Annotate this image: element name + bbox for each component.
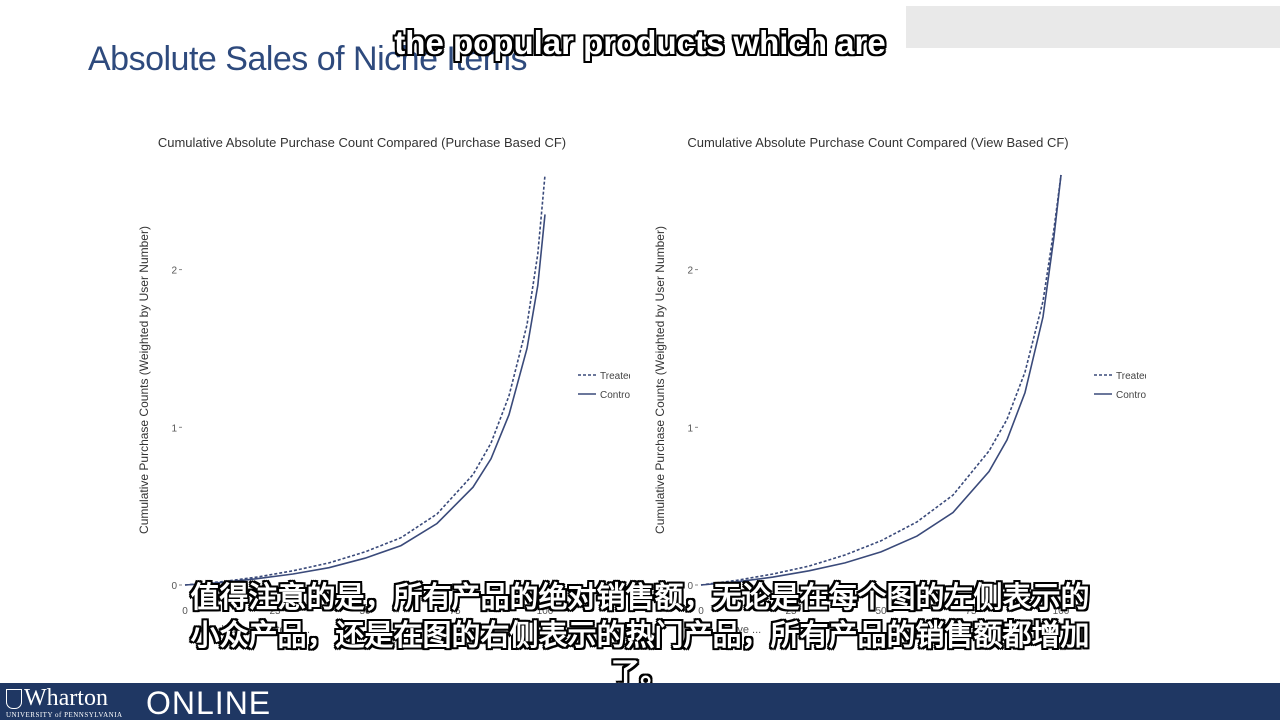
- chart-left-svg: Cumulative Absolute Purchase Count Compa…: [137, 135, 634, 636]
- y-tick-label: 0: [171, 581, 177, 592]
- slide-title: Absolute Sales of Niche Items: [88, 40, 528, 78]
- series-line-treated: [184, 174, 546, 586]
- footer-bar: Wharton UNIVERSITY of PENNSYLVANIA ONLIN…: [0, 683, 1280, 721]
- x-tick-label: 100: [1053, 606, 1070, 617]
- series-line-treated: [700, 174, 1062, 586]
- x-tick-label: 75: [449, 606, 461, 617]
- online-label: ONLINE: [146, 685, 272, 721]
- wharton-logo-subtext: UNIVERSITY of PENNSYLVANIA: [6, 711, 123, 719]
- legend-label-control: Control: [1116, 390, 1146, 401]
- x-tick-label: 25: [785, 606, 797, 617]
- bottom-caption-line-2: 小众产品，还是在图的右侧表示的热门产品，所有产品的销售额都增加: [190, 618, 1090, 652]
- x-tick-label: 50: [359, 606, 371, 617]
- y-tick-label: 2: [687, 266, 693, 277]
- chart-title: Cumulative Absolute Purchase Count Compa…: [687, 135, 1068, 150]
- x-tick-label: 100: [537, 606, 554, 617]
- top-subtitle-caption: the popular products which are: [394, 24, 886, 61]
- chart-right-svg: Cumulative Absolute Purchase Count Compa…: [653, 135, 1150, 636]
- series-line-control: [700, 174, 1062, 586]
- series-line-control: [184, 214, 546, 586]
- y-axis-label: Cumulative Purchase Counts (Weighted by …: [137, 226, 151, 534]
- y-tick-label: 1: [687, 423, 693, 434]
- chart-title: Cumulative Absolute Purchase Count Compa…: [158, 135, 566, 150]
- legend-label-control: Control: [600, 390, 630, 401]
- legend-label-treated: Treated: [1116, 371, 1146, 382]
- x-axis-label: Cumulative ... Categor...: [192, 624, 310, 636]
- x-tick-label: 75: [965, 606, 977, 617]
- x-tick-label: 25: [269, 606, 281, 617]
- bottom-subtitle-caption: 值得注意的是，所有产品的绝对销售额，无论是在每个图的左侧表示的 小众产品，还是在…: [0, 578, 1280, 692]
- shield-icon: [6, 689, 22, 709]
- x-tick-label: 50: [875, 606, 887, 617]
- y-tick-label: 2: [171, 266, 177, 277]
- corner-overlay-box: [906, 6, 1280, 48]
- chart-view-based: Cumulative Absolute Purchase Count Compa…: [646, 125, 1150, 640]
- chart-purchase-based: Cumulative Absolute Purchase Count Compa…: [130, 125, 634, 640]
- x-tick-label: 0: [182, 606, 188, 617]
- y-tick-label: 0: [687, 581, 693, 592]
- y-tick-label: 1: [171, 423, 177, 434]
- legend-label-treated: Treated: [600, 371, 630, 382]
- y-axis-label: Cumulative Purchase Counts (Weighted by …: [653, 226, 667, 534]
- x-axis-label: ...ulative ...: [708, 624, 761, 636]
- x-tick-label: 0: [698, 606, 704, 617]
- bottom-caption-line-1: 值得注意的是，所有产品的绝对销售额，无论是在每个图的左侧表示的: [190, 580, 1090, 614]
- wharton-logo-text: Wharton: [24, 685, 108, 711]
